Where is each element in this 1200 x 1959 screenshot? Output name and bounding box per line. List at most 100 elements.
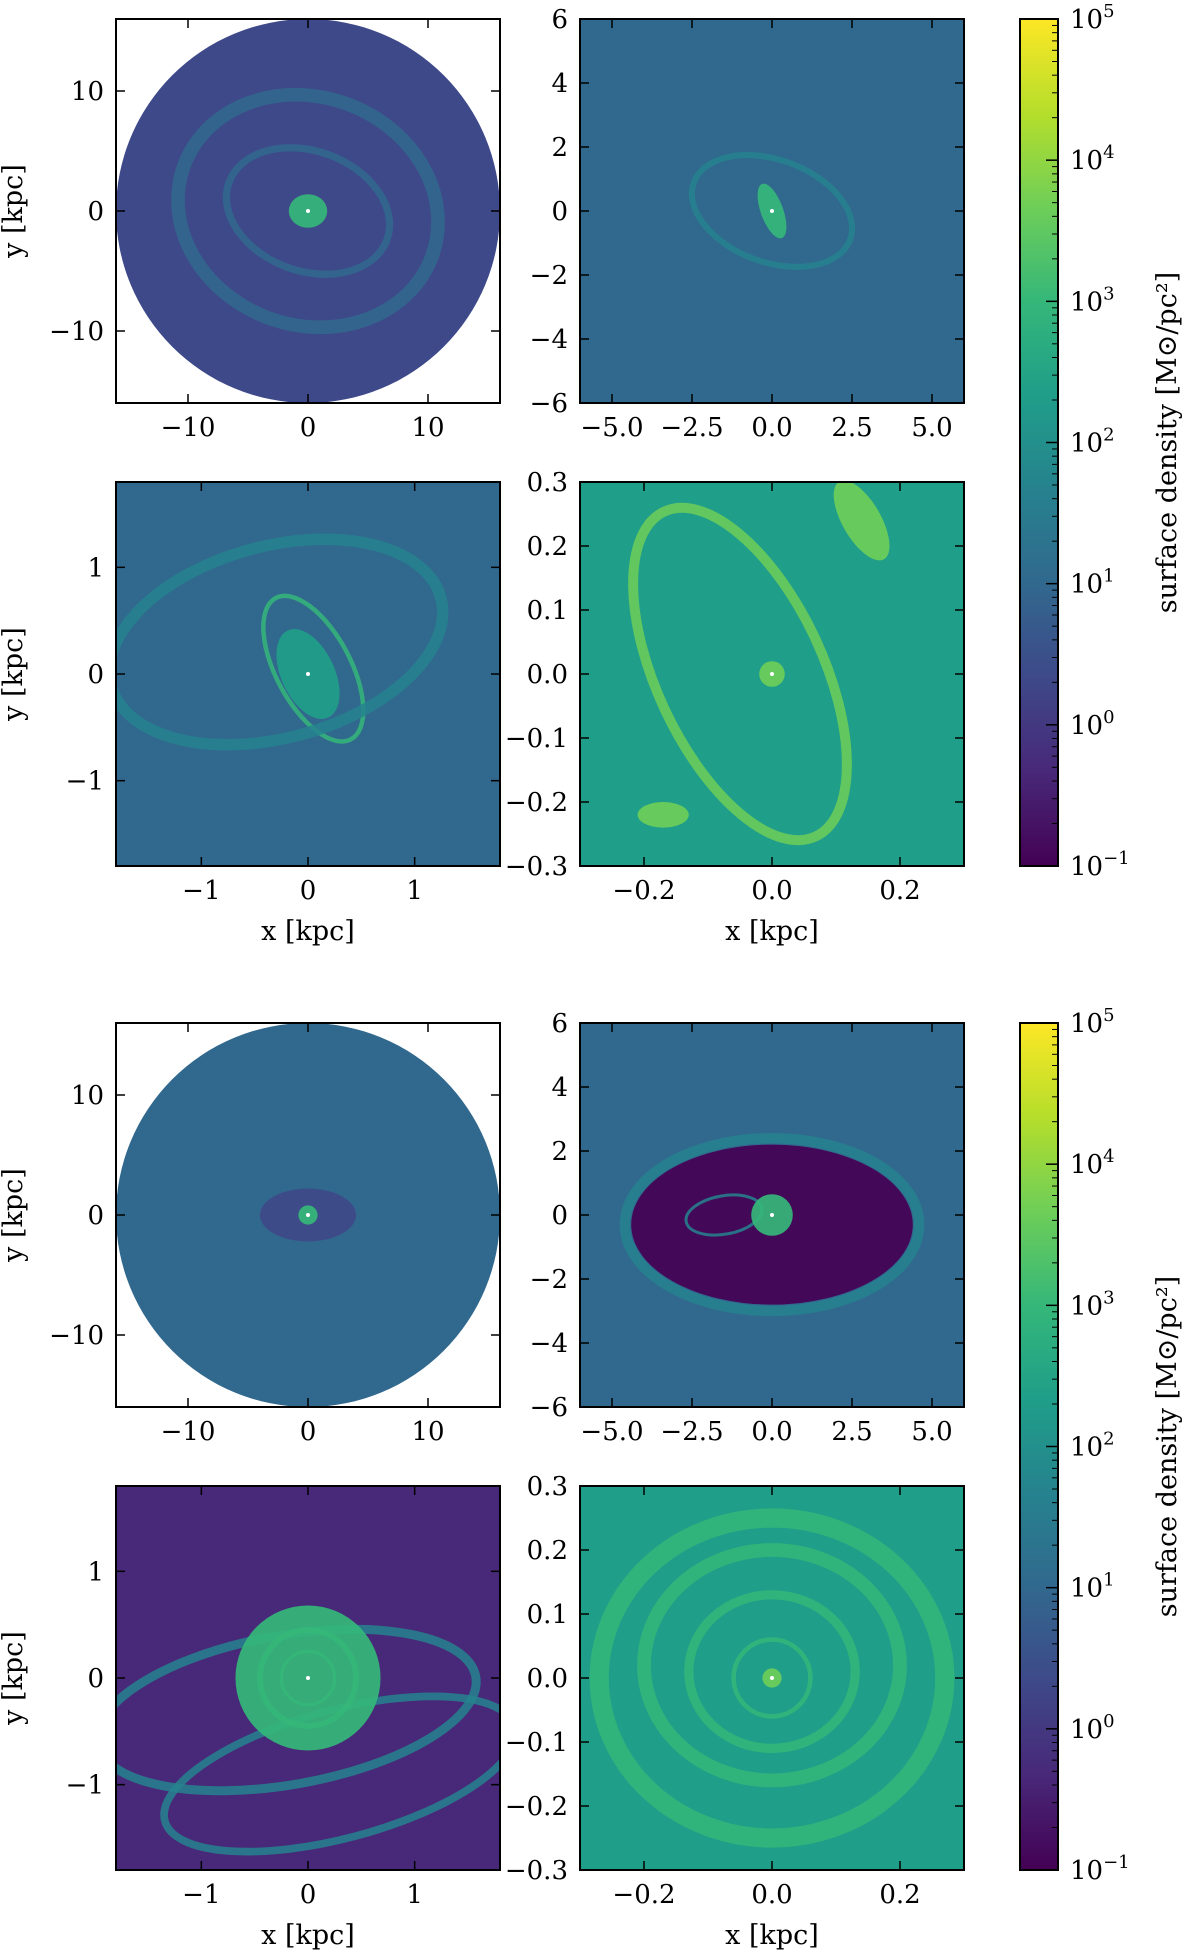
- y-tick-label: 4: [551, 1073, 568, 1103]
- panel-top-mid-right: −0.2 0.0 0.2 −0.3 −0.2 −0.1 0.0 0.1 0.2 0.3 x [kpc…: [505, 468, 965, 947]
- density-ring: [156, 1075, 460, 1355]
- y-tick-label: 10: [71, 77, 104, 107]
- density-map: [580, 19, 964, 403]
- x-tick-label: −10: [161, 413, 216, 443]
- x-tick-label: 5.0: [911, 1417, 952, 1447]
- central-source-marker: [770, 209, 774, 213]
- colorbar-tick-label: 103: [1070, 1287, 1115, 1321]
- central-source-marker: [770, 1213, 774, 1217]
- x-tick-label: 10: [411, 1417, 444, 1447]
- panel-top-mid-left: −1 0 1 −1 0 1 x [kpc] y [kpc]: [0, 481, 501, 947]
- density-ring: [628, 502, 852, 846]
- y-tick-label: 0.0: [527, 1664, 568, 1694]
- y-tick-label: 0.1: [527, 596, 568, 626]
- y-tick-label: 10: [71, 1081, 104, 1111]
- colorbar-tick-exponent: 5: [1103, 1005, 1114, 1026]
- colorbar-tick-label: 104: [1070, 142, 1115, 176]
- density-ring: [194, 1113, 422, 1317]
- y-tick-label: −10: [49, 317, 104, 347]
- x-tick-label: 0.0: [751, 1417, 792, 1447]
- density-ring: [613, 100, 931, 335]
- x-tick-label: 0: [300, 1880, 317, 1910]
- x-tick-label: −1: [182, 876, 220, 906]
- colorbar-tick-base: 10: [1070, 146, 1103, 176]
- colorbar-tick-label: 10−1: [1070, 1852, 1130, 1886]
- colorbar-tick-label: 100: [1070, 1711, 1115, 1745]
- x-tick-label: 0.2: [879, 1880, 920, 1910]
- x-axis-label: x [kpc]: [261, 916, 355, 947]
- colorbar-tick-base: 10: [1070, 852, 1103, 882]
- x-axis-label: x [kpc]: [261, 1920, 355, 1951]
- colorbar-tick-base: 10: [1070, 1150, 1103, 1180]
- y-tick-label: 4: [551, 69, 568, 99]
- y-axis-label: y [kpc]: [0, 164, 29, 259]
- y-tick-label: 0: [87, 1664, 104, 1694]
- y-tick-label: 2: [551, 133, 568, 163]
- density-ring: [684, 1590, 860, 1754]
- x-tick-label: 0.2: [879, 876, 920, 906]
- y-tick-label: 0.1: [527, 1600, 568, 1630]
- y-tick-label: 0: [87, 660, 104, 690]
- density-spot: [637, 802, 689, 828]
- colorbar-tick-base: 10: [1070, 5, 1103, 35]
- colorbar-tick-base: 10: [1070, 1009, 1103, 1039]
- colorbar-tick-exponent: 4: [1103, 142, 1114, 163]
- density-ring: [279, 1649, 337, 1707]
- y-tick-label: 6: [551, 1009, 568, 1039]
- x-tick-label: −2.5: [660, 413, 723, 443]
- colorbar-tick-exponent: 2: [1103, 425, 1114, 446]
- density-map: [116, 482, 500, 866]
- y-tick-label: −1: [66, 1771, 104, 1801]
- y-tick-label: −6: [530, 1393, 568, 1423]
- y-tick-label: 0.2: [527, 532, 568, 562]
- x-tick-label: −10: [161, 1417, 216, 1447]
- x-tick-label: 2.5: [831, 1417, 872, 1447]
- y-tick-label: 0: [551, 197, 568, 227]
- colorbar-tick-base: 10: [1070, 1856, 1103, 1886]
- colorbar-tick-exponent: −1: [1103, 848, 1130, 869]
- y-tick-label: 0.3: [527, 1472, 568, 1502]
- colorbar-tick-exponent: 3: [1103, 1287, 1114, 1308]
- colorbar-tick-label: 104: [1070, 1146, 1115, 1180]
- colorbar-tick-base: 10: [1070, 1715, 1103, 1745]
- density-ring: [688, 152, 856, 270]
- x-tick-label: 0: [300, 876, 317, 906]
- density-map: [580, 482, 964, 866]
- y-tick-label: −2: [530, 261, 568, 291]
- x-tick-label: −0.2: [612, 1880, 675, 1910]
- panel-top-top-left: −10 0 10 −10 0 10 y [kpc]: [0, 18, 501, 443]
- panel-bottom-top-right: −5.0 −2.5 0.0 2.5 5.0 −6 −4 −2 0 2 4 6: [530, 1009, 965, 1447]
- colorbar-tick-exponent: 5: [1103, 1, 1114, 22]
- density-map: [580, 1486, 964, 1870]
- central-source-marker: [306, 1213, 310, 1217]
- x-tick-label: −5.0: [580, 413, 643, 443]
- colorbar-tick-label: 105: [1070, 1, 1115, 35]
- colorbar-tick-label: 10−1: [1070, 848, 1130, 882]
- x-tick-label: −5.0: [580, 1417, 643, 1447]
- colorbar-tick-label: 101: [1070, 566, 1115, 600]
- x-tick-label: 2.5: [831, 413, 872, 443]
- central-source-marker: [770, 672, 774, 676]
- x-tick-label: 0: [300, 1417, 317, 1447]
- density-map: [116, 1023, 500, 1407]
- density-map: [116, 1486, 500, 1870]
- y-tick-label: 6: [551, 5, 568, 35]
- y-tick-label: 1: [87, 553, 104, 583]
- central-source-marker: [306, 1676, 310, 1680]
- colorbar-tick-exponent: 2: [1103, 1429, 1114, 1450]
- colorbar-tick-base: 10: [1070, 429, 1103, 459]
- y-tick-label: 0.2: [527, 1536, 568, 1566]
- colorbar-tick-base: 10: [1070, 570, 1103, 600]
- x-tick-label: −0.2: [612, 876, 675, 906]
- colorbar-tick-label: 103: [1070, 283, 1115, 317]
- y-tick-label: 2: [551, 1137, 568, 1167]
- colorbar-tick-base: 10: [1070, 1574, 1103, 1604]
- y-axis-label: y [kpc]: [0, 627, 29, 722]
- y-axis-label: y [kpc]: [0, 1168, 29, 1263]
- density-ring: [257, 1627, 359, 1729]
- y-tick-label: −2: [530, 1265, 568, 1295]
- central-source-marker: [306, 209, 310, 213]
- panel-bottom-top-left: −10 0 10 −10 0 10 y [kpc]: [0, 1022, 501, 1447]
